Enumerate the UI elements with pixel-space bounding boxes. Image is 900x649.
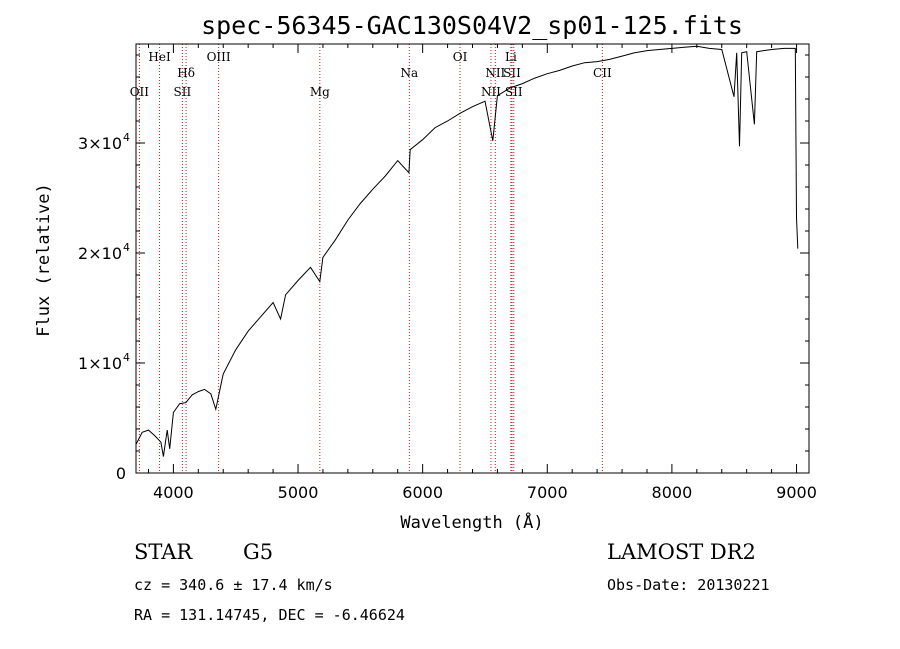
- x-axis-label: Wavelength (Å): [400, 511, 543, 533]
- sky-coordinates: RA = 131.14745, DEC = -6.46624: [134, 606, 405, 624]
- spectral-line-label: NII: [485, 66, 505, 80]
- y-tick-label: 0: [116, 464, 126, 483]
- y-tick-label: 3×10: [78, 134, 122, 153]
- y-axis-label: Flux (relative): [34, 183, 54, 337]
- spectral-line-label: OI: [453, 50, 468, 64]
- y-tick-exponent: 4: [123, 131, 130, 144]
- spectral-line-label: SII: [174, 85, 192, 99]
- spectral-line-label: OII: [130, 85, 150, 99]
- y-tick-exponent: 4: [123, 241, 130, 254]
- spectral-line-label: Na: [400, 66, 418, 80]
- x-tick-label: 5000: [278, 483, 319, 502]
- x-tick-label: 6000: [402, 483, 443, 502]
- object-subclass: G5: [243, 540, 273, 564]
- x-tick-label: 8000: [652, 483, 693, 502]
- spectral-line-label: CII: [593, 66, 612, 80]
- plot-frame: [135, 43, 810, 474]
- spectral-line-label: NII: [481, 85, 501, 99]
- y-tick-label: 2×10: [78, 244, 122, 263]
- x-tick-label: 7000: [527, 483, 568, 502]
- spectral-line-label: Hδ: [177, 66, 195, 80]
- x-tick-label: 4000: [153, 483, 194, 502]
- x-tick-label: 9000: [776, 483, 817, 502]
- spectral-line-label: Li: [505, 50, 517, 64]
- y-tick-exponent: 4: [123, 351, 130, 364]
- y-tick-label: 1×10: [78, 354, 122, 373]
- chart-title: spec-56345-GAC130S04V2_sp01-125.fits: [201, 11, 743, 40]
- object-class: STAR: [134, 540, 193, 564]
- redshift-cz: cz = 340.6 ± 17.4 km/s: [134, 576, 333, 594]
- spectrum-series: [135, 45, 799, 457]
- observation-date: Obs-Date: 20130221: [607, 576, 770, 594]
- spectrum-line: [135, 45, 799, 457]
- spectral-line-label: HeI: [148, 50, 171, 64]
- spectral-line-label: SII: [503, 66, 521, 80]
- spectral-line-label: Mg: [310, 85, 330, 99]
- spectral-line-label: OIII: [207, 50, 231, 64]
- survey-name: LAMOST DR2: [607, 540, 756, 564]
